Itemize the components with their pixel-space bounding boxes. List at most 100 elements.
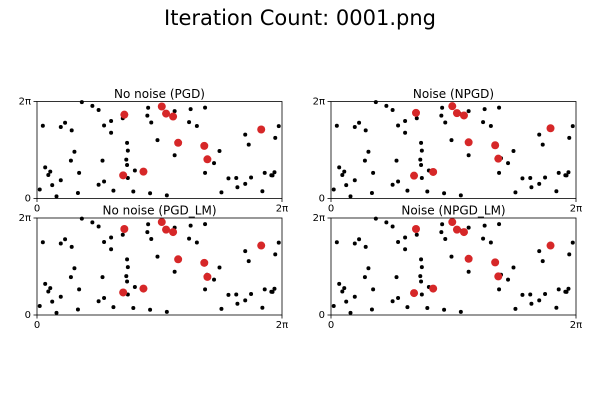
data-point (419, 265, 424, 270)
data-point (234, 175, 239, 180)
data-point (488, 123, 493, 128)
data-point (352, 125, 357, 130)
data-point (146, 222, 151, 227)
data-point (148, 191, 153, 196)
data-point (440, 105, 445, 110)
data-point (273, 135, 278, 140)
data-point (145, 230, 150, 235)
data-point (414, 232, 419, 237)
data-point (243, 181, 248, 186)
data-point (72, 149, 77, 154)
data-point (219, 190, 224, 195)
subplot-title: No noise (PGD) (114, 87, 205, 101)
data-point (100, 158, 105, 163)
highlight-point (139, 167, 148, 176)
highlight-point (169, 228, 178, 237)
x-tick-label: 0 (34, 204, 40, 215)
data-point (188, 107, 193, 112)
data-point (337, 281, 342, 286)
data-point (217, 265, 222, 270)
x-tick-label: 2π (570, 204, 582, 215)
data-point (234, 292, 239, 297)
data-point (124, 157, 129, 162)
data-point (449, 254, 454, 259)
data-point (243, 249, 248, 254)
data-point (272, 170, 277, 175)
data-point (145, 113, 150, 118)
subplot-title: Noise (NPGD_LM) (401, 204, 505, 218)
subplot-title: No noise (PGD_LM) (102, 204, 216, 218)
series-black-points (37, 216, 281, 315)
data-point (405, 305, 410, 310)
highlight-point (120, 110, 129, 119)
data-point (46, 289, 51, 294)
data-point (246, 259, 251, 264)
data-point (276, 240, 281, 245)
highlight-point (157, 102, 166, 111)
data-point (37, 187, 42, 192)
data-point (449, 138, 454, 143)
highlight-point (257, 241, 266, 250)
highlight-point (546, 241, 555, 250)
data-point (371, 287, 376, 292)
data-point (419, 175, 424, 180)
data-point (77, 170, 82, 175)
highlight-point (452, 225, 461, 234)
data-point (482, 107, 487, 112)
data-point (96, 108, 101, 113)
data-point (394, 275, 399, 280)
highlight-point (410, 171, 419, 180)
data-point (466, 225, 471, 230)
data-point (203, 105, 208, 110)
data-point (497, 287, 502, 292)
data-point (543, 175, 548, 180)
axes-frame (36, 101, 283, 199)
data-point (111, 305, 116, 310)
data-point (334, 123, 339, 128)
x-tick-label: 0 (328, 204, 334, 215)
data-point (363, 128, 368, 133)
y-tick-label: 0 (319, 310, 325, 321)
data-point (570, 240, 575, 245)
data-point (102, 296, 107, 301)
x-tick-label: 2π (570, 320, 582, 331)
data-point (50, 299, 55, 304)
data-point (419, 140, 424, 145)
data-point (418, 274, 423, 279)
data-point (439, 230, 444, 235)
subplot-noise-npgd: 0 2π 0 2π Noise (NPGD) (313, 87, 583, 215)
data-point (131, 189, 136, 194)
data-point (90, 220, 95, 225)
data-point (124, 274, 129, 279)
y-tick-label: 2π (313, 213, 325, 224)
data-point (109, 130, 114, 135)
data-point (272, 286, 277, 291)
data-point (405, 188, 410, 193)
data-point (566, 286, 571, 291)
highlight-point (162, 109, 171, 118)
data-point (366, 266, 371, 271)
highlight-point (429, 284, 438, 293)
y-tick-label: 2π (313, 97, 325, 108)
highlight-point (174, 138, 183, 147)
data-point (344, 299, 349, 304)
data-point (40, 123, 45, 128)
data-point (79, 216, 84, 221)
data-point (337, 165, 342, 170)
data-point (96, 224, 101, 229)
data-point (403, 247, 408, 252)
data-point (394, 158, 399, 163)
data-point (164, 193, 169, 198)
data-point (212, 161, 217, 166)
data-point (54, 194, 59, 199)
axes-frame (330, 217, 577, 316)
data-point (528, 292, 533, 297)
series-red-points (119, 218, 266, 297)
data-point (58, 294, 63, 299)
data-point (390, 108, 395, 113)
data-point (187, 120, 192, 125)
highlight-point (412, 225, 420, 234)
data-point (109, 235, 114, 240)
highlight-point (119, 171, 128, 180)
highlight-point (139, 284, 148, 293)
